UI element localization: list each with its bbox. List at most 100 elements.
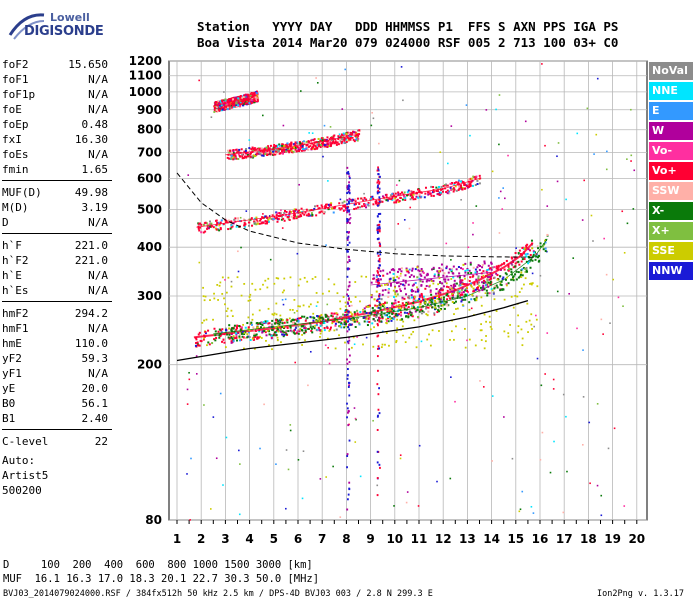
- echo-point: [267, 220, 270, 223]
- noise-point: [420, 340, 423, 343]
- interference-point: [347, 385, 350, 388]
- noise-point: [433, 314, 436, 316]
- noise-point: [507, 154, 509, 157]
- echo-point: [426, 314, 429, 317]
- echo-point: [474, 268, 477, 271]
- noise-point: [281, 227, 284, 229]
- noise-point: [498, 232, 501, 234]
- echo-point: [251, 313, 254, 316]
- echo-point: [202, 223, 205, 226]
- echo-point: [241, 96, 244, 99]
- noise-point: [484, 292, 487, 294]
- echo-point: [357, 134, 360, 137]
- echo-point: [235, 332, 238, 335]
- echo-point: [448, 296, 451, 299]
- echo-point: [285, 146, 288, 149]
- echo-point: [437, 283, 440, 286]
- interference-point: [376, 190, 379, 193]
- echo-point: [253, 92, 256, 95]
- echo-point: [198, 331, 201, 334]
- echo-point: [380, 320, 383, 323]
- param-separator: [2, 301, 112, 302]
- echo-point: [353, 311, 356, 314]
- echo-point: [405, 270, 408, 273]
- echo-point: [477, 281, 480, 284]
- echo-point: [297, 215, 300, 218]
- echo-point: [404, 198, 407, 201]
- noise-point: [472, 233, 474, 236]
- echo-point: [450, 287, 453, 290]
- echo-point: [295, 141, 298, 144]
- param-value: N/A: [88, 322, 108, 335]
- echo-point: [210, 225, 213, 228]
- echo-point: [381, 305, 384, 308]
- param-row: h`F 221.0: [2, 238, 108, 253]
- interference-point: [346, 207, 349, 210]
- interference-point: [347, 316, 350, 319]
- echo-point: [296, 146, 299, 149]
- noise-point: [592, 240, 594, 242]
- echo-point: [519, 275, 522, 278]
- echo-point: [352, 317, 355, 320]
- echo-point: [220, 106, 223, 109]
- echo-point: [276, 220, 279, 223]
- interference-point: [348, 197, 351, 200]
- echo-point: [446, 293, 449, 296]
- echo-point: [283, 277, 286, 280]
- interference-point: [348, 324, 350, 327]
- echo-point: [321, 141, 324, 144]
- interference-point: [347, 342, 350, 345]
- noise-point: [612, 278, 615, 281]
- echo-point: [298, 140, 301, 143]
- echo-point: [303, 213, 306, 216]
- echo-point: [228, 333, 231, 336]
- interference-point: [346, 362, 349, 365]
- echo-point: [454, 185, 457, 188]
- interference-point: [346, 374, 349, 377]
- echo-point: [312, 316, 315, 319]
- echo-point: [358, 323, 361, 326]
- echo-point: [243, 347, 245, 350]
- echo-point: [236, 102, 239, 105]
- echo-point: [410, 290, 413, 293]
- echo-point: [322, 318, 325, 321]
- echo-point: [357, 206, 360, 209]
- interference-point: [346, 455, 349, 458]
- echo-point: [436, 295, 439, 297]
- echo-point: [224, 98, 227, 101]
- param-name: yF2: [2, 352, 22, 365]
- echo-point: [383, 304, 386, 306]
- noise-point: [498, 143, 500, 146]
- echo-point: [394, 197, 397, 200]
- echo-point: [259, 288, 262, 291]
- echo-point: [327, 318, 330, 321]
- echo-point: [411, 196, 414, 199]
- echo-point: [217, 100, 220, 103]
- echo-point: [505, 283, 508, 286]
- echo-point: [235, 105, 238, 108]
- echo-point: [486, 279, 489, 282]
- echo-point: [241, 153, 244, 156]
- echo-point: [495, 265, 498, 268]
- echo-point: [485, 335, 487, 337]
- echo-point: [250, 155, 253, 158]
- echo-point: [472, 175, 475, 178]
- echo-point: [338, 207, 341, 210]
- echo-point: [354, 198, 357, 201]
- noise-point: [562, 393, 565, 396]
- echo-point: [292, 318, 295, 321]
- echo-point: [469, 183, 472, 186]
- echo-point: [298, 146, 301, 149]
- echo-point: [445, 301, 448, 304]
- interference-point: [379, 253, 382, 256]
- echo-point: [255, 97, 258, 100]
- echo-point: [432, 186, 435, 189]
- echo-point: [338, 138, 341, 141]
- echo-point: [493, 286, 496, 289]
- echo-point: [332, 141, 335, 144]
- interference-point: [347, 424, 350, 427]
- echo-point: [328, 290, 331, 293]
- echo-point: [344, 311, 347, 314]
- echo-point: [503, 298, 506, 301]
- echo-point: [204, 295, 207, 298]
